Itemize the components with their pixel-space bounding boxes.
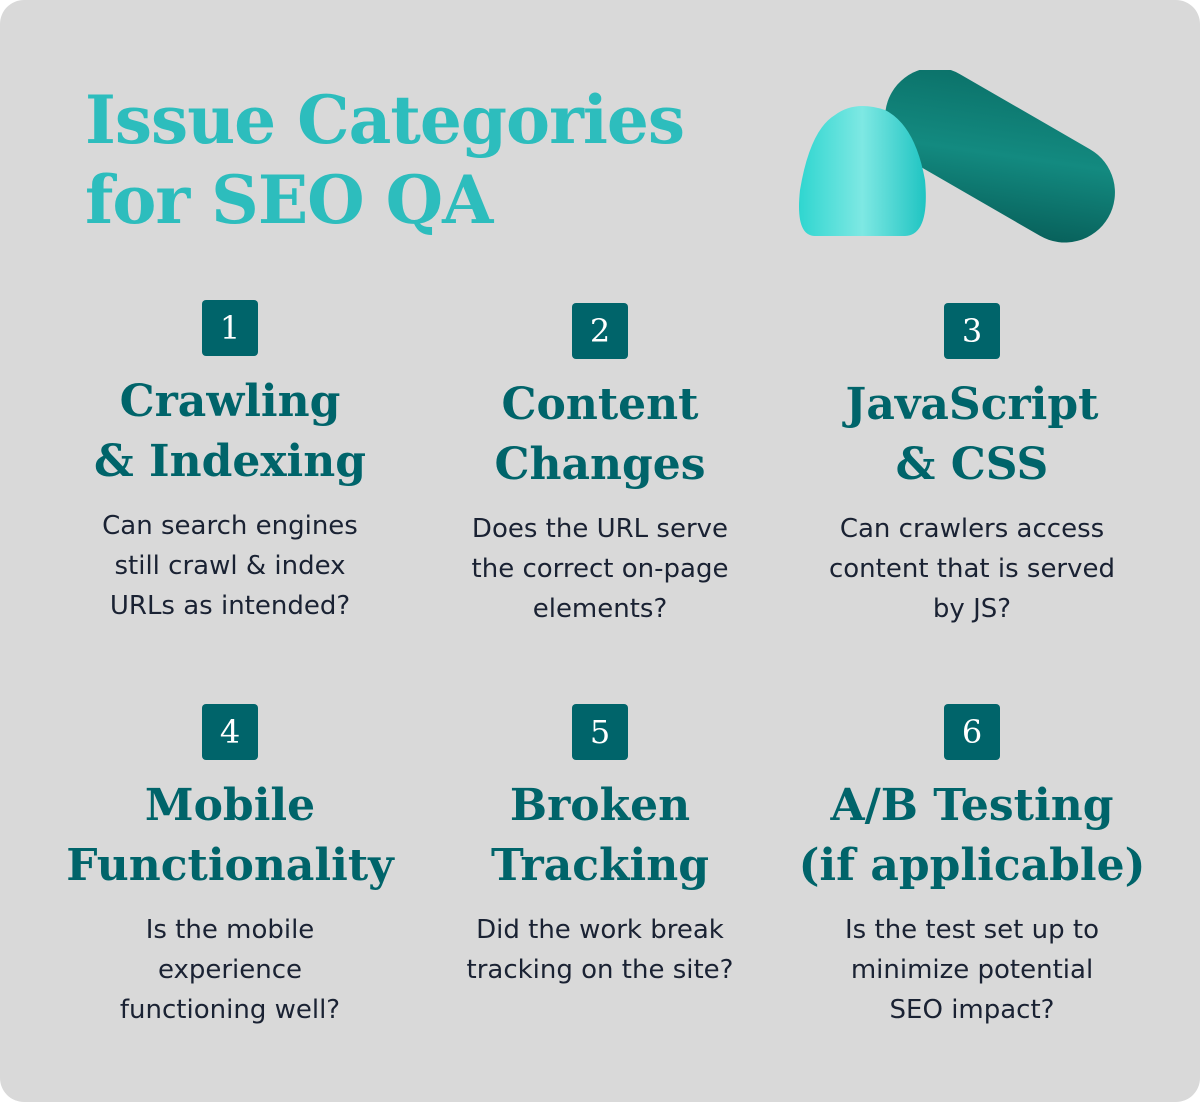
pill-shape	[885, 70, 1115, 243]
card-description: Is the mobile experience functioning wel…	[119, 915, 341, 1025]
card-description: Does the URL serve the correct on-page e…	[471, 514, 729, 624]
card-description: Can crawlers access content that is serv…	[828, 514, 1116, 624]
card-heading: Content Changes	[494, 379, 706, 490]
number-badge: 4	[202, 704, 258, 760]
category-card-6: 6 A/B Testing (if applicable) Is the test s…	[787, 704, 1157, 1030]
number-badge: 5	[572, 704, 628, 760]
card-heading: JavaScript & CSS	[845, 379, 1099, 490]
card-description: Can search engines still crawl & index U…	[102, 511, 358, 621]
decorative-shapes-icon	[799, 70, 1115, 243]
card-heading: Mobile Functionality	[66, 780, 394, 891]
number-badge: 3	[944, 303, 1000, 359]
card-heading: Broken Tracking	[491, 780, 709, 891]
triangle-shape	[799, 106, 926, 236]
card-heading: A/B Testing (if applicable)	[798, 780, 1146, 891]
card-heading: Crawling & Indexing	[93, 376, 367, 487]
number-badge: 2	[572, 303, 628, 359]
number-badge: 1	[202, 300, 258, 356]
card-description: Is the test set up to minimize potential…	[845, 915, 1099, 1025]
title-line: for SEO QA	[85, 161, 493, 239]
number-badge: 6	[944, 704, 1000, 760]
category-card-1: 1 Crawling & Indexing Can search engines st…	[45, 300, 415, 626]
category-card-2: 2 Content Changes Does the URL serve the co…	[415, 303, 785, 629]
page-title: Issue Categories for SEO QA	[85, 80, 685, 240]
card-description: Did the work break tracking on the site?	[466, 915, 734, 985]
category-card-4: 4 Mobile Functionality Is the mobile experi…	[45, 704, 415, 1030]
title-line: Issue Categories	[85, 81, 685, 159]
category-card-3: 3 JavaScript & CSS Can crawlers access cont…	[787, 303, 1157, 629]
category-card-5: 5 Broken Tracking Did the work break tracki…	[415, 704, 785, 990]
